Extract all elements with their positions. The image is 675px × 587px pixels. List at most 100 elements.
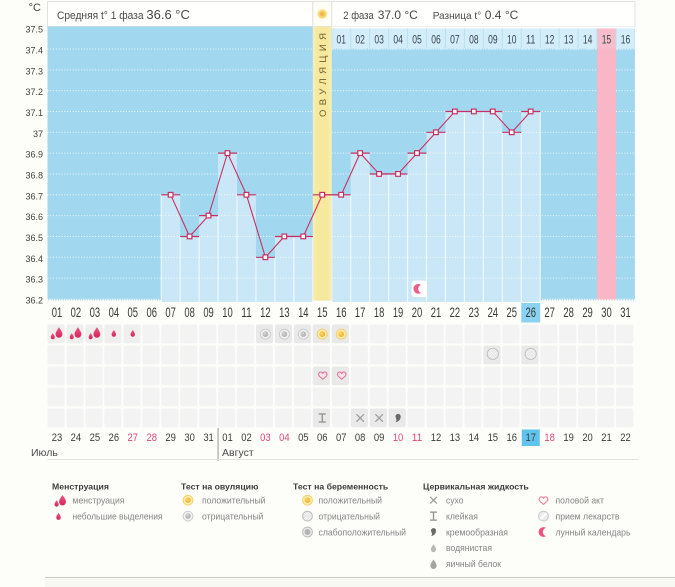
svg-text:37: 37 [33,129,43,139]
svg-text:37.5: 37.5 [25,25,43,35]
svg-text:16: 16 [507,432,518,444]
svg-text:21: 21 [601,432,612,444]
svg-text:Июль: Июль [31,447,58,459]
svg-text:Тест на беременность: Тест на беременность [293,482,388,492]
svg-text:23: 23 [52,432,63,444]
svg-text:10: 10 [222,305,233,320]
svg-text:14: 14 [469,432,480,444]
svg-text:20: 20 [412,305,423,320]
svg-text:Тест на овуляцию: Тест на овуляцию [181,482,259,492]
svg-text:09: 09 [203,305,214,320]
svg-text:°C: °C [29,2,41,14]
svg-text:25: 25 [90,432,101,444]
svg-text:01: 01 [222,432,233,444]
svg-text:02: 02 [71,305,82,320]
svg-text:слабоположительный: слабоположительный [319,527,407,538]
svg-text:28: 28 [146,432,157,444]
svg-text:09: 09 [488,32,498,46]
svg-text:36.6 °C: 36.6 °C [146,7,190,22]
svg-text:Август: Август [222,447,254,459]
svg-text:12: 12 [545,32,555,46]
svg-text:22: 22 [620,432,631,444]
svg-text:27: 27 [128,432,139,444]
svg-text:27: 27 [544,305,555,320]
svg-text:36.5: 36.5 [25,233,43,243]
svg-text:36.3: 36.3 [25,275,43,285]
svg-text:10: 10 [507,32,517,46]
svg-text:07: 07 [336,432,347,444]
svg-text:02: 02 [241,432,252,444]
svg-text:18: 18 [544,432,555,444]
svg-text:отрицательный: отрицательный [319,511,381,522]
svg-text:клейкая: клейкая [446,511,478,522]
svg-text:23: 23 [469,305,480,320]
svg-text:менструация: менструация [73,496,125,507]
svg-text:16: 16 [336,305,347,320]
svg-text:06: 06 [146,305,157,320]
svg-text:37.3: 37.3 [25,66,43,76]
svg-text:13: 13 [279,305,290,320]
svg-text:17: 17 [525,432,536,444]
svg-text:15: 15 [317,305,328,320]
svg-text:08: 08 [355,432,366,444]
svg-text:36.4: 36.4 [25,254,43,264]
svg-text:07: 07 [165,305,176,320]
svg-text:12: 12 [260,305,271,320]
svg-text:17: 17 [355,305,366,320]
svg-text:Средняя t° 1 фаза: Средняя t° 1 фаза [57,10,144,22]
svg-text:Разница t°: Разница t° [433,10,482,22]
svg-text:20: 20 [582,432,593,444]
svg-text:04: 04 [393,32,403,46]
svg-text:яичный белок: яичный белок [446,559,502,570]
svg-text:04: 04 [279,432,290,444]
svg-text:36.9: 36.9 [25,150,43,160]
svg-text:08: 08 [469,32,479,46]
svg-text:11: 11 [241,305,252,320]
svg-text:19: 19 [393,305,404,320]
svg-text:Цервикальная жидкость: Цервикальная жидкость [423,482,529,492]
svg-text:29: 29 [165,432,176,444]
svg-text:Менструация: Менструация [52,482,109,492]
svg-text:36.6: 36.6 [25,212,43,222]
svg-text:36.2: 36.2 [25,296,43,306]
svg-text:24: 24 [71,432,82,444]
svg-text:15: 15 [602,32,612,46]
svg-text:05: 05 [128,305,139,320]
svg-text:11: 11 [526,32,536,46]
svg-text:04: 04 [109,305,120,320]
svg-text:36.7: 36.7 [25,191,43,201]
svg-text:03: 03 [260,432,271,444]
svg-text:16: 16 [621,32,631,46]
svg-text:02: 02 [355,32,365,46]
svg-text:37.0 °C: 37.0 °C [378,8,418,22]
svg-text:26: 26 [109,432,120,444]
svg-text:14: 14 [583,32,593,46]
svg-text:05: 05 [298,432,309,444]
svg-text:прием лекарств: прием лекарств [556,511,620,522]
svg-text:положительный: положительный [202,496,266,507]
svg-text:37.4: 37.4 [25,46,43,56]
svg-text:11: 11 [412,432,423,444]
svg-text:06: 06 [317,432,328,444]
svg-text:12: 12 [431,432,442,444]
svg-text:0.4 °C: 0.4 °C [485,8,519,22]
svg-text:37.1: 37.1 [25,108,43,118]
svg-text:08: 08 [184,305,195,320]
svg-text:07: 07 [450,32,460,46]
svg-text:22: 22 [450,305,461,320]
svg-text:18: 18 [374,305,385,320]
svg-text:09: 09 [374,432,385,444]
svg-text:30: 30 [601,305,612,320]
svg-text:26: 26 [525,305,536,320]
svg-text:10: 10 [393,432,404,444]
svg-text:06: 06 [431,32,441,46]
svg-text:05: 05 [412,32,422,46]
svg-text:03: 03 [374,32,384,46]
svg-text:31: 31 [620,305,631,320]
svg-text:кремообразная: кремообразная [446,527,508,538]
svg-text:30: 30 [184,432,195,444]
svg-text:14: 14 [298,305,309,320]
svg-text:31: 31 [203,432,214,444]
svg-text:13: 13 [564,32,574,46]
svg-text:21: 21 [431,305,442,320]
